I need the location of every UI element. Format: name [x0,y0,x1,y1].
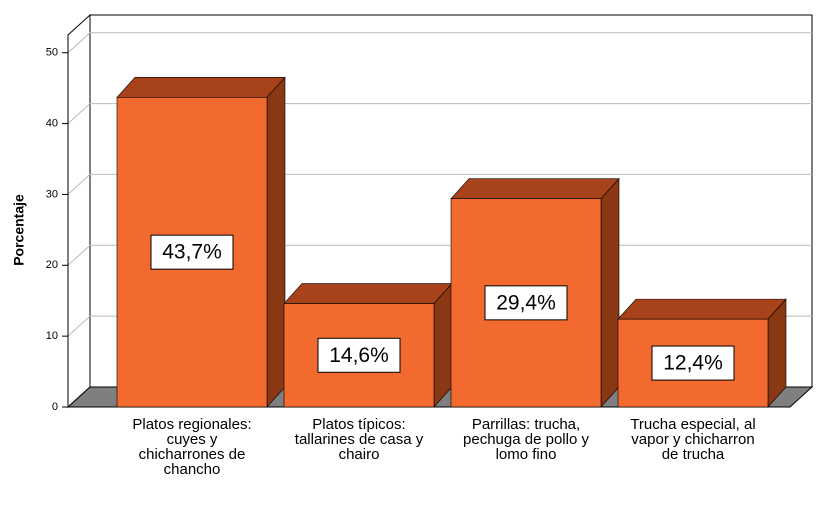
y-tick-label: 40 [46,117,58,129]
value-label-box [150,234,234,270]
grid-line [67,32,91,54]
grid-line [67,103,91,124]
x-tick-label: Platos regionales: cuyes y chicharrones … [132,416,252,478]
value-label-box [651,345,735,381]
value-label-box [484,285,568,321]
y-tick-label: 30 [46,188,58,200]
bar-top [116,77,286,98]
bar-side [433,282,453,408]
value-label-box [317,337,401,373]
grid-line [67,244,91,266]
grid-line [67,174,91,195]
x-tick-label: Platos típicos: tallarines de casa y cha… [294,416,424,463]
bar-side [600,177,620,408]
value-label: 14,6% [329,344,389,367]
bar-top [617,298,787,320]
bar-top [450,178,620,199]
value-label: 12,4% [663,352,723,375]
bar-top [283,283,453,304]
value-label: 43,7% [162,241,222,264]
x-tick-label: Parrillas: trucha, pechuga de pollo y lo… [463,416,589,463]
y-tick-label: 20 [46,259,58,271]
grid-line [67,315,91,337]
side-wall [67,13,91,409]
x-tick-label: Trucha especial, al vapor y chicharron d… [630,416,756,463]
y-tick-label: 50 [46,47,58,59]
y-tick-label: 10 [46,330,58,342]
bar-side [266,76,286,408]
value-label: 29,4% [496,291,556,314]
y-axis-label: Porcentaje [11,194,27,266]
y-tick-label: 0 [52,401,58,413]
